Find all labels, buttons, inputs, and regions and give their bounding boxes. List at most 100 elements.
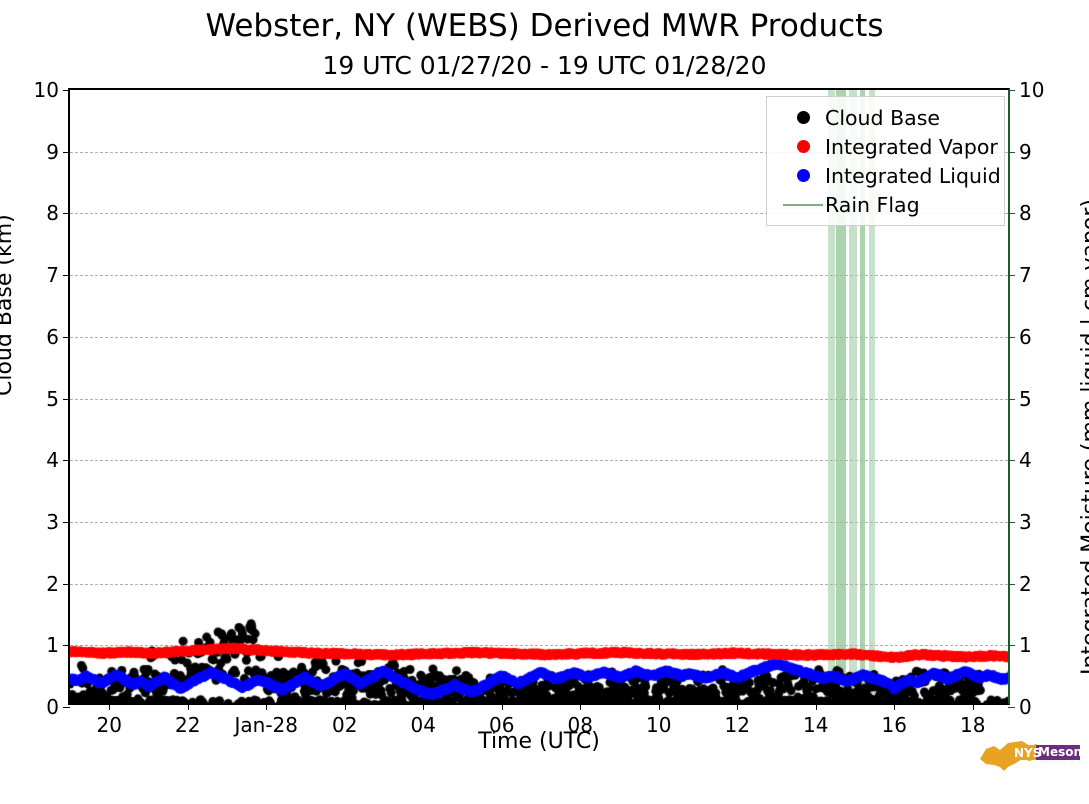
x-axis-tick [658, 703, 660, 710]
y-axis-left-tick [63, 275, 70, 277]
y-axis-right-tick-label: 8 [1019, 201, 1032, 226]
y-axis-right-tick-label: 0 [1019, 695, 1032, 719]
y-axis-left-tick-label: 5 [46, 386, 59, 411]
y-axis-right-tick [1008, 151, 1015, 153]
y-axis-left-tick [63, 645, 70, 647]
y-axis-right-tick-label: 10 [1019, 78, 1045, 102]
x-axis-tick-label: 12 [724, 713, 750, 737]
nys-mesonet-logo-svg: NYS Mesonet UNIVERSITY AT ALBANY [980, 741, 1089, 771]
y-axis-right-tick-label: 6 [1019, 324, 1032, 349]
gridline-horizontal [70, 521, 1008, 523]
x-axis-tick-label: 16 [881, 713, 907, 737]
y-axis-left-tick [63, 90, 70, 91]
x-axis-tick [815, 703, 817, 710]
y-axis-left-tick-label: 0 [46, 695, 59, 719]
x-axis-tick [894, 703, 896, 710]
legend-item-rain-flag[interactable]: Rain Flag [767, 190, 1004, 219]
logo-tagline-text: UNIVERSITY AT ALBANY [1038, 760, 1082, 766]
nys-mesonet-logo: NYS Mesonet UNIVERSITY AT ALBANY [978, 737, 1089, 773]
x-axis-tick [972, 703, 974, 710]
x-axis-tick [109, 703, 111, 710]
y-axis-left-tick [63, 521, 70, 523]
x-axis-tick-label: 18 [960, 713, 986, 737]
y-axis-left-tick-label: 10 [33, 78, 59, 102]
y-axis-right-tick-label: 2 [1019, 571, 1032, 596]
y-axis-right-tick-label: 4 [1019, 448, 1032, 473]
legend-item-label: Cloud Base [825, 105, 940, 130]
y-axis-left-tick [63, 151, 70, 153]
y-axis-right-tick [1008, 645, 1015, 647]
y-axis-right-tick [1008, 90, 1015, 91]
legend-item-cloud-base[interactable]: Cloud Base [767, 103, 1004, 132]
chart-legend[interactable]: Cloud Base Integrated Vapor Integrated Liq… [766, 96, 1005, 226]
legend-item-integrated-vapor[interactable]: Integrated Vapor [767, 132, 1004, 161]
gridline-horizontal [70, 583, 1008, 585]
y-axis-right-tick [1008, 707, 1015, 708]
x-axis-tick [266, 703, 268, 710]
x-axis-tick-label: 22 [175, 713, 201, 737]
y-axis-right-tick-label: 3 [1019, 509, 1032, 534]
x-axis-tick-label: 14 [803, 713, 829, 737]
y-axis-right-tick [1008, 521, 1015, 523]
logo-mesonet-block [1036, 745, 1080, 760]
x-axis-tick [187, 703, 189, 710]
x-axis-tick [423, 703, 425, 710]
gridline-horizontal [70, 398, 1008, 400]
y-axis-left-tick-label: 7 [46, 263, 59, 288]
legend-line-icon [783, 203, 823, 206]
y-axis-right-tick [1008, 336, 1015, 338]
legend-dot-icon [796, 140, 810, 153]
y-axis-right-tick [1008, 275, 1015, 277]
y-axis-left-tick-label: 1 [46, 633, 59, 658]
y-axis-left-tick-label: 4 [46, 448, 59, 473]
y-axis-right-tick-label: 7 [1019, 263, 1032, 288]
chart-subtitle: 19 UTC 01/27/20 - 19 UTC 01/28/20 [322, 51, 767, 80]
y-axis-left-tick [63, 583, 70, 585]
y-axis-left-tick-label: 2 [46, 571, 59, 596]
y-axis-right-tick-label: 9 [1019, 139, 1032, 164]
x-axis-tick-label: 10 [646, 713, 672, 737]
logo-nys-text: NYS [1014, 746, 1041, 760]
logo-nys-block [1012, 745, 1036, 760]
y-axis-left-tick-label: 6 [46, 324, 59, 349]
y-axis-left-tick [63, 213, 70, 215]
x-axis-tick-label: 04 [410, 713, 436, 737]
y-axis-left-tick-label: 8 [46, 201, 59, 226]
legend-marker-icon [781, 140, 825, 153]
x-axis-tick [737, 703, 739, 710]
y-axis-right-tick [1008, 583, 1015, 585]
gridline-horizontal [70, 645, 1008, 647]
legend-item-label: Rain Flag [825, 192, 920, 217]
x-axis-tick-label: 08 [567, 713, 593, 737]
y-axis-left-tick [63, 707, 70, 708]
y-axis-right-title: Integrated Moisture (mm liquid | cm vapo… [1078, 199, 1089, 675]
y-axis-right-tick [1008, 460, 1015, 462]
x-axis-tick-label: Jan-28 [234, 713, 299, 737]
legend-item-label: Integrated Vapor [825, 134, 998, 159]
x-axis-tick [501, 703, 503, 710]
legend-marker-icon [781, 111, 825, 124]
legend-marker-icon [781, 169, 825, 182]
x-axis-title: Time (UTC) [478, 729, 600, 754]
x-axis-tick-label: 02 [332, 713, 358, 737]
legend-marker-icon [781, 203, 825, 206]
x-axis-tick-label: 06 [489, 713, 515, 737]
y-axis-left-tick-label: 3 [46, 509, 59, 534]
gridline-horizontal [70, 336, 1008, 338]
y-axis-right-tick [1008, 398, 1015, 400]
gridline-horizontal [70, 460, 1008, 462]
legend-dot-icon [796, 111, 810, 124]
y-axis-left-tick [63, 336, 70, 338]
y-axis-left-tick [63, 398, 70, 400]
y-axis-right-tick-label: 1 [1019, 633, 1032, 658]
x-axis-tick [580, 703, 582, 710]
legend-item-integrated-liquid[interactable]: Integrated Liquid [767, 161, 1004, 190]
chart-title: Webster, NY (WEBS) Derived MWR Products [205, 8, 884, 44]
x-axis-tick [344, 703, 346, 710]
legend-item-label: Integrated Liquid [825, 163, 1001, 188]
y-axis-left-tick-label: 9 [46, 139, 59, 164]
x-axis-tick-label: 20 [96, 713, 122, 737]
y-axis-right-tick-label: 5 [1019, 386, 1032, 411]
gridline-horizontal [70, 275, 1008, 277]
